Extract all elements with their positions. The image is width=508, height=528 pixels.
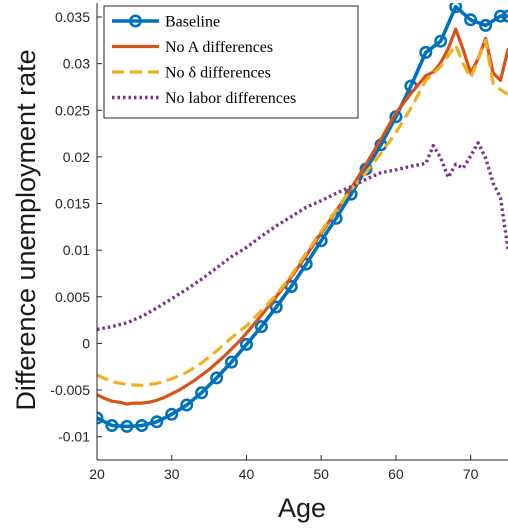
series-1-point bbox=[419, 45, 433, 59]
y-tick-label: 0.025 bbox=[55, 102, 90, 118]
x-tick-label: 40 bbox=[239, 466, 255, 482]
y-tick-label: 0.015 bbox=[55, 196, 90, 212]
series-1-point bbox=[150, 415, 164, 429]
series-1-point bbox=[493, 9, 507, 23]
series-1-point bbox=[165, 407, 179, 421]
x-tick-label: 20 bbox=[89, 466, 105, 482]
y-tick-label: -0.01 bbox=[58, 429, 90, 445]
y-tick-label: 0.03 bbox=[63, 56, 90, 72]
series-layer bbox=[97, 3, 508, 433]
series-1-point bbox=[180, 398, 194, 412]
y-tick-label: 0.01 bbox=[63, 242, 90, 258]
series-1-point bbox=[195, 386, 209, 400]
legend-label-3: No δ differences bbox=[165, 65, 271, 82]
legend-marker bbox=[129, 14, 143, 28]
axes-layer: 20 30 40 50 60 70 -0.01 -0.005 0 0.005 0.01 0.015 0.… bbox=[50, 3, 508, 482]
series-line-4 bbox=[97, 141, 508, 332]
y-axis-label: Difference unemployment rate bbox=[11, 49, 41, 410]
y-tick-label: 0.035 bbox=[55, 9, 90, 25]
x-axis-label: Age bbox=[278, 493, 326, 523]
series-1-point bbox=[210, 371, 224, 385]
series-1-point bbox=[120, 419, 134, 433]
x-tick-label: 70 bbox=[463, 466, 479, 482]
series-1-point bbox=[269, 300, 283, 314]
legend-label-1: Baseline bbox=[165, 14, 220, 31]
x-tick-label: 50 bbox=[313, 466, 329, 482]
y-tick-label: -0.005 bbox=[50, 382, 90, 398]
series-1-point bbox=[240, 337, 254, 351]
legend-box bbox=[103, 5, 359, 119]
y-tick-label: 0 bbox=[82, 335, 90, 351]
series-1-point bbox=[479, 18, 493, 32]
legend: Baseline No A differences No δ differences… bbox=[103, 5, 359, 119]
series-1-point bbox=[105, 418, 119, 432]
series-line-2 bbox=[97, 27, 508, 406]
series-1-point bbox=[464, 13, 478, 27]
series-1-point bbox=[434, 34, 448, 48]
series-1-point bbox=[135, 418, 149, 432]
series-1-point bbox=[254, 320, 268, 334]
legend-label-4: No labor differences bbox=[165, 90, 296, 107]
series-1-point bbox=[449, 3, 463, 14]
x-tick-label: 60 bbox=[388, 466, 404, 482]
legend-label-2: No A differences bbox=[165, 39, 273, 56]
y-tick-label: 0.005 bbox=[55, 289, 90, 305]
series-1-point bbox=[225, 355, 239, 369]
y-tick-label: 0.02 bbox=[63, 149, 90, 165]
x-tick-label: 30 bbox=[164, 466, 180, 482]
series-line-3 bbox=[97, 38, 508, 387]
